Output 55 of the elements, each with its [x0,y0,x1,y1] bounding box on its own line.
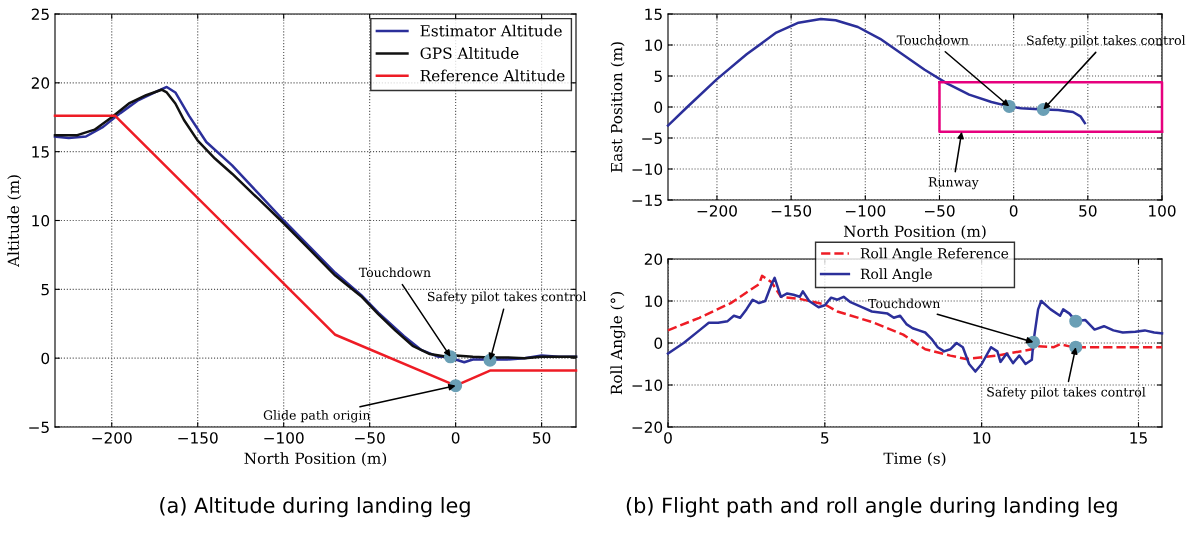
y-axis-title: East Position (m) [610,42,625,173]
y-tick-label: 5 [654,70,662,83]
x-tick-label: 5 [821,432,829,444]
x-tick-label: 50 [533,432,551,444]
y-tick-label: 15 [32,146,49,158]
x-axis-title: Time (s) [883,452,946,467]
legend-label: Roll Angle Reference [860,247,1009,262]
x-tick-label: 0 [664,432,672,444]
annotation: Touchdown [358,267,431,278]
text: (a) Altitude during landing leg [160,497,470,518]
x-tick-label: −150 [771,205,812,217]
y-tick-label: 25 [31,8,49,21]
x-tick-label: 50 [1079,205,1097,217]
x-tick-label: −50 [355,432,385,444]
x-tick-label: 15 [1130,432,1147,444]
x-tick-label: 0 [451,432,460,444]
y-axis-title: Roll Angle (°) [610,292,626,395]
x-tick-label: −200 [697,205,737,217]
x-tick-label: 10 [973,432,991,444]
y-tick-label: 0 [41,352,50,365]
x-axis-title: North Position (m) [843,225,986,240]
x-axis-title: North Position (m) [244,452,387,467]
y-tick-label: 5 [41,284,49,296]
y-tick-label: 20 [644,253,663,266]
y-tick-label: 15 [645,8,662,21]
y-tick-label: 10 [645,39,663,52]
y-tick-label: −5 [29,421,49,434]
text: (b) Flight path and roll angle during landing leg [626,497,1117,518]
y-tick-label: 10 [645,295,663,308]
y-tick-label: −5 [642,132,662,145]
annotation: Touchdown [896,35,969,45]
x-tick-label: −150 [178,432,218,444]
annotation: Glide path origin [263,410,371,423]
y-tick-label: 20 [31,77,50,89]
x-tick-label: 100 [1149,205,1176,217]
legend-label: Reference Altitude [420,69,565,82]
legend-label: Roll Angle [860,268,932,282]
legend-label: GPS Altitude [420,47,519,59]
y-tick-label: −10 [632,379,663,392]
y-axis-title: Altitude (m) [7,175,22,268]
x-tick-label: 0 [1009,205,1018,217]
y-tick-label: −15 [632,194,662,207]
annotation: Touchdown [868,298,941,309]
x-tick-label: −100 [845,205,886,217]
y-tick-label: 0 [654,101,663,114]
legend-label: Estimator Altitude [420,24,562,37]
x-tick-label: −200 [92,432,132,444]
annotation: Safety pilot takes control [987,386,1146,400]
y-tick-label: −20 [632,421,663,434]
y-tick-label: −10 [632,163,663,176]
y-tick-label: 10 [32,214,50,227]
y-tick-label: 0 [654,337,663,350]
annotation: Runway [928,177,979,190]
x-tick-label: −50 [924,205,955,217]
x-tick-label: −100 [264,432,304,444]
